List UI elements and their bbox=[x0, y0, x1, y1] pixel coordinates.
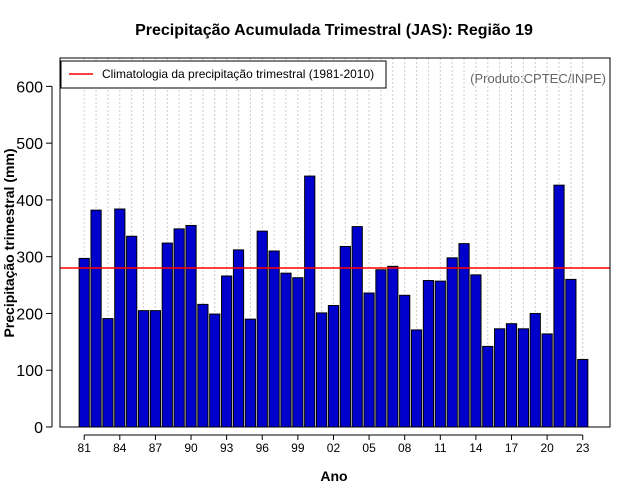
x-tick-label: 11 bbox=[434, 441, 447, 455]
bar-2018 bbox=[517, 328, 529, 428]
y-tick-label: 0 bbox=[34, 420, 43, 437]
bar-1999 bbox=[292, 277, 304, 428]
x-tick-label: 02 bbox=[327, 441, 341, 455]
bar-1991 bbox=[197, 303, 209, 428]
vertical-grid bbox=[83, 58, 584, 427]
bar-2009 bbox=[410, 329, 423, 428]
plot-frame bbox=[59, 57, 611, 428]
x-tick-label: 14 bbox=[469, 441, 483, 455]
bar-1990 bbox=[185, 224, 197, 428]
legend: Climatologia da precipitação trimestral … bbox=[60, 60, 387, 89]
bar-2010 bbox=[422, 280, 435, 428]
bar-1989 bbox=[173, 228, 185, 428]
bar-2017 bbox=[505, 323, 518, 428]
x-tick-label: 90 bbox=[184, 441, 198, 455]
x-tick-label: 20 bbox=[540, 441, 554, 455]
bar-1986 bbox=[137, 310, 150, 428]
x-tick-label: 93 bbox=[220, 441, 234, 455]
bar-2005 bbox=[363, 292, 375, 428]
legend-label: Climatologia da precipitação trimestral … bbox=[102, 67, 374, 81]
bar-2016 bbox=[494, 328, 506, 428]
x-tick-label: 81 bbox=[78, 441, 92, 455]
y-tick-label: 100 bbox=[16, 363, 43, 380]
bar-1981 bbox=[78, 257, 90, 428]
bar-2020 bbox=[541, 333, 553, 428]
bar-1988 bbox=[161, 242, 173, 428]
bar-2001 bbox=[316, 312, 328, 428]
bar-1993 bbox=[221, 275, 233, 428]
bar-1983 bbox=[102, 318, 114, 428]
chart-title: Precipitação Acumulada Trimestral (JAS):… bbox=[135, 22, 533, 39]
bar-2021 bbox=[553, 184, 565, 428]
x-tick-label: 96 bbox=[256, 441, 270, 455]
x-tick-label: 17 bbox=[505, 441, 519, 455]
bar-2015 bbox=[482, 345, 494, 428]
y-tick-label: 500 bbox=[16, 136, 43, 153]
bar-2003 bbox=[339, 245, 351, 428]
x-tick-label: 99 bbox=[291, 441, 305, 455]
bar-1998 bbox=[280, 272, 292, 428]
bar-2011 bbox=[434, 280, 446, 428]
y-tick-label: 600 bbox=[16, 79, 43, 96]
x-tick-label: 05 bbox=[362, 441, 376, 455]
bar-1987 bbox=[149, 310, 162, 428]
bar-2023 bbox=[577, 358, 589, 428]
bar-2002 bbox=[327, 305, 340, 428]
bar-2013 bbox=[458, 243, 470, 428]
x-tick-label: 87 bbox=[149, 441, 163, 455]
bar-series bbox=[78, 175, 589, 428]
x-axis-label: Ano bbox=[320, 468, 347, 484]
bar-2019 bbox=[529, 312, 541, 428]
bar-1995 bbox=[244, 318, 256, 428]
x-tick-label: 84 bbox=[113, 441, 127, 455]
bar-1996 bbox=[256, 230, 268, 428]
bar-2006 bbox=[375, 269, 387, 428]
bar-1985 bbox=[126, 235, 138, 428]
bar-2008 bbox=[399, 294, 411, 428]
bar-1984 bbox=[114, 208, 126, 428]
bar-2022 bbox=[565, 278, 577, 428]
bar-1994 bbox=[232, 249, 245, 428]
x-tick-label: 23 bbox=[576, 441, 590, 455]
bar-1982 bbox=[90, 209, 102, 428]
x-axis: 81 84 87 90 93 96 99 02 05 08 11 14 17 20 23 bbox=[78, 434, 590, 455]
bar-2000 bbox=[304, 175, 316, 428]
bar-1992 bbox=[209, 313, 221, 428]
y-axis: 0 100 200 300 400 500 600 bbox=[16, 79, 53, 437]
bar-2004 bbox=[351, 226, 363, 428]
bar-2014 bbox=[470, 274, 482, 428]
bar-2012 bbox=[446, 257, 458, 428]
bar-2007 bbox=[387, 265, 399, 428]
y-axis-label: Precipitação trimestral (mm) bbox=[1, 148, 17, 337]
y-tick-label: 400 bbox=[16, 193, 43, 210]
legend-box bbox=[60, 60, 387, 89]
y-tick-label: 200 bbox=[16, 306, 43, 323]
x-tick-label: 08 bbox=[398, 441, 412, 455]
bar-1997 bbox=[268, 250, 280, 428]
y-tick-label: 300 bbox=[16, 250, 43, 267]
source-credit: (Produto:CPTEC/INPE) bbox=[470, 71, 606, 86]
